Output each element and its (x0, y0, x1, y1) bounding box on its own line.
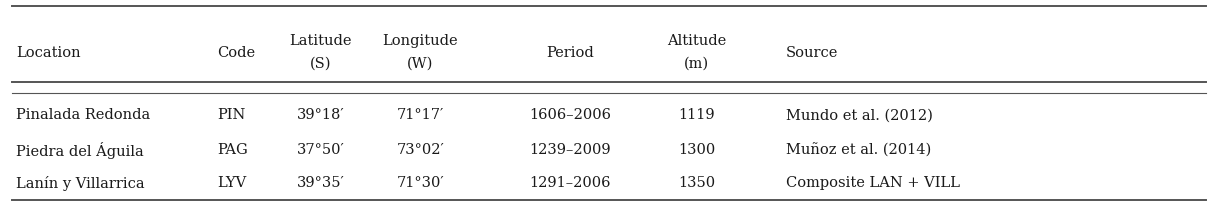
Text: PIN: PIN (217, 108, 245, 122)
Text: Piedra del Águila: Piedra del Águila (16, 142, 144, 159)
Text: Source: Source (786, 46, 838, 60)
Text: Altitude: Altitude (667, 34, 726, 48)
Text: Muñoz et al. (2014): Muñoz et al. (2014) (786, 143, 931, 158)
Text: 1291–2006: 1291–2006 (530, 176, 610, 190)
Text: Code: Code (217, 46, 255, 60)
Text: 1350: 1350 (678, 176, 715, 190)
Text: 1239–2009: 1239–2009 (529, 143, 611, 157)
Text: 1300: 1300 (678, 143, 715, 157)
Text: 1119: 1119 (678, 108, 715, 122)
Text: 39°35′: 39°35′ (296, 176, 345, 190)
Text: 71°30′: 71°30′ (396, 176, 445, 190)
Text: (S): (S) (309, 57, 331, 71)
Text: 1606–2006: 1606–2006 (529, 108, 611, 122)
Text: 37°50′: 37°50′ (296, 143, 345, 157)
Text: LYV: LYV (217, 176, 246, 190)
Text: (m): (m) (685, 57, 709, 71)
Text: Lanín y Villarrica: Lanín y Villarrica (16, 176, 145, 191)
Text: 73°02′: 73°02′ (396, 143, 445, 157)
Text: Latitude: Latitude (289, 34, 352, 48)
Text: (W): (W) (407, 57, 434, 71)
Text: Longitude: Longitude (382, 34, 458, 48)
Text: Location: Location (16, 46, 80, 60)
Text: 39°18′: 39°18′ (296, 108, 345, 122)
Text: Mundo et al. (2012): Mundo et al. (2012) (786, 108, 933, 122)
Text: 71°17′: 71°17′ (397, 108, 443, 122)
Text: PAG: PAG (217, 143, 247, 157)
Text: Period: Period (546, 46, 594, 60)
Text: Pinalada Redonda: Pinalada Redonda (16, 108, 150, 122)
Text: Composite LAN + VILL: Composite LAN + VILL (786, 176, 960, 190)
